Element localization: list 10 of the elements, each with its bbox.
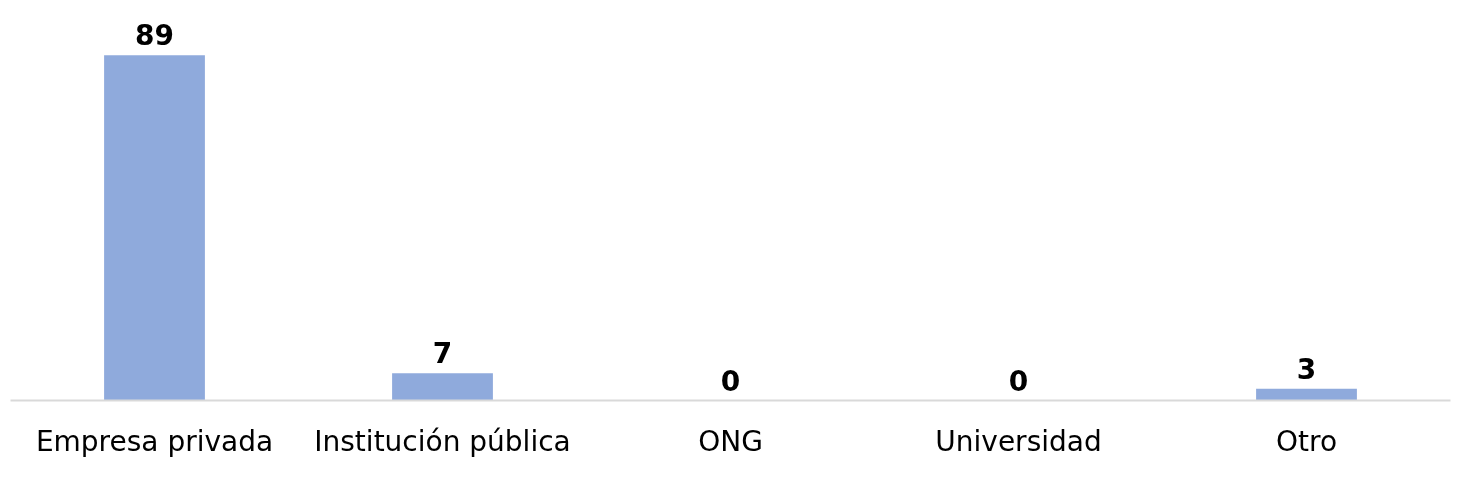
- data-label: 3: [1296, 352, 1317, 386]
- data-label: 0: [1008, 364, 1029, 398]
- x-tick-label: Otro: [1275, 424, 1338, 458]
- x-tick-label: Institución pública: [314, 424, 571, 458]
- x-tick-label: Universidad: [935, 424, 1102, 458]
- data-label: 89: [135, 19, 174, 53]
- data-label: 0: [720, 364, 741, 398]
- x-tick-label: Empresa privada: [35, 424, 274, 458]
- x-tick-label: ONG: [698, 424, 763, 458]
- data-label: 7: [432, 337, 453, 371]
